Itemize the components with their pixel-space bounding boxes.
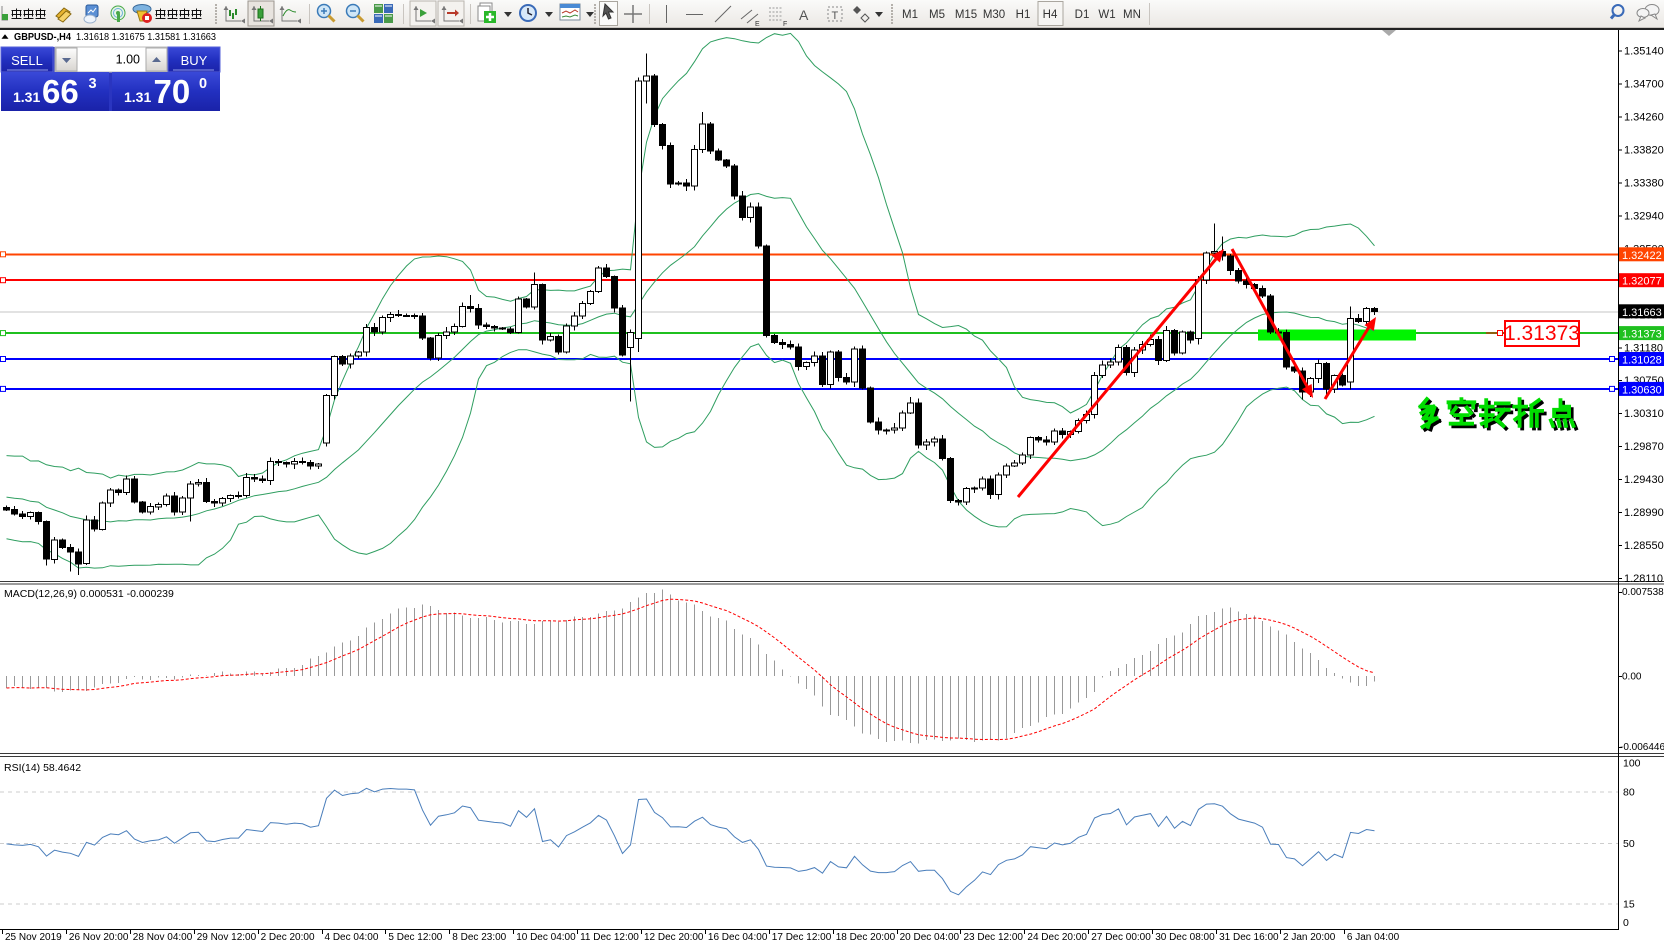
- svg-text:1.28550: 1.28550: [1624, 540, 1664, 552]
- svg-text:15: 15: [1623, 899, 1635, 911]
- svg-text:1.35140: 1.35140: [1624, 45, 1664, 57]
- svg-text:1.34700: 1.34700: [1624, 78, 1664, 90]
- svg-text:1.31180: 1.31180: [1624, 343, 1663, 355]
- svg-text:1.33380: 1.33380: [1624, 177, 1664, 189]
- svg-text:1.30310: 1.30310: [1624, 408, 1664, 420]
- svg-text:100: 100: [1623, 758, 1641, 770]
- svg-text:-0.006446: -0.006446: [1620, 742, 1664, 753]
- svg-text:0.007538: 0.007538: [1622, 587, 1664, 598]
- svg-text:1.31373: 1.31373: [1622, 329, 1662, 341]
- svg-text:A: A: [799, 7, 809, 23]
- svg-text:1.33820: 1.33820: [1624, 144, 1664, 156]
- svg-text:1.31028: 1.31028: [1622, 355, 1662, 367]
- svg-text:70: 70: [154, 73, 191, 110]
- svg-text:3: 3: [89, 76, 97, 92]
- svg-text:MACD(12,26,9) 0.000531 -0.0002: MACD(12,26,9) 0.000531 -0.000239: [4, 588, 174, 600]
- svg-text:20 Dec 04:00: 20 Dec 04:00: [900, 932, 960, 943]
- svg-text:1.30630: 1.30630: [1622, 384, 1662, 396]
- svg-text:30 Dec 08:00: 30 Dec 08:00: [1155, 932, 1215, 943]
- svg-text:E: E: [755, 21, 760, 28]
- svg-text:0: 0: [199, 76, 207, 92]
- svg-text:H4: H4: [1043, 9, 1058, 21]
- svg-text:1.31663: 1.31663: [1622, 307, 1662, 319]
- svg-text:1.32422: 1.32422: [1622, 250, 1662, 262]
- svg-text:F: F: [783, 21, 787, 28]
- svg-text:27 Dec 00:00: 27 Dec 00:00: [1091, 932, 1151, 943]
- svg-text:1.31618 1.31675 1.31581 1.3166: 1.31618 1.31675 1.31581 1.31663: [76, 32, 216, 43]
- svg-text:1.29430: 1.29430: [1624, 474, 1664, 486]
- svg-text:1.00: 1.00: [116, 53, 140, 67]
- svg-text:80: 80: [1623, 787, 1635, 799]
- svg-text:1.31: 1.31: [124, 89, 151, 105]
- svg-text:M15: M15: [955, 9, 977, 21]
- svg-text:17 Dec 12:00: 17 Dec 12:00: [772, 932, 832, 943]
- svg-text:M30: M30: [983, 9, 1005, 21]
- svg-text:66: 66: [42, 73, 79, 110]
- svg-text:11 Dec 12:00: 11 Dec 12:00: [580, 932, 639, 943]
- svg-text:RSI(14) 58.4642: RSI(14) 58.4642: [4, 762, 81, 774]
- svg-text:5 Dec 12:00: 5 Dec 12:00: [388, 932, 442, 943]
- svg-text:50: 50: [1623, 838, 1635, 850]
- svg-text:1.32077: 1.32077: [1622, 276, 1662, 288]
- svg-text:10 Dec 04:00: 10 Dec 04:00: [516, 932, 576, 943]
- svg-text:24 Dec 20:00: 24 Dec 20:00: [1027, 932, 1087, 943]
- svg-text:0: 0: [1623, 917, 1629, 929]
- svg-text:2 Dec 20:00: 2 Dec 20:00: [261, 932, 315, 943]
- svg-text:2 Jan 20:00: 2 Jan 20:00: [1283, 932, 1336, 943]
- svg-text:1.32940: 1.32940: [1624, 211, 1664, 223]
- svg-text:12 Dec 20:00: 12 Dec 20:00: [644, 932, 704, 943]
- svg-text:BUY: BUY: [181, 53, 208, 68]
- svg-text:6 Jan 04:00: 6 Jan 04:00: [1347, 932, 1400, 943]
- svg-text:8 Dec 23:00: 8 Dec 23:00: [452, 932, 506, 943]
- svg-text:D1: D1: [1075, 9, 1090, 21]
- svg-text:GBPUSD-,H4: GBPUSD-,H4: [14, 31, 71, 43]
- svg-text:T: T: [832, 10, 839, 22]
- svg-text:0.00: 0.00: [1622, 672, 1642, 683]
- svg-text:1.28110: 1.28110: [1624, 573, 1663, 585]
- svg-text:MN: MN: [1123, 9, 1141, 21]
- svg-text:M1: M1: [902, 9, 918, 21]
- svg-text:25 Nov 2019: 25 Nov 2019: [5, 932, 62, 943]
- svg-text:31 Dec 16:00: 31 Dec 16:00: [1219, 932, 1279, 943]
- svg-text:4 Dec 04:00: 4 Dec 04:00: [325, 932, 379, 943]
- svg-text:26 Nov 20:00: 26 Nov 20:00: [69, 932, 129, 943]
- svg-text:1.28990: 1.28990: [1624, 507, 1664, 519]
- svg-text:28 Nov 04:00: 28 Nov 04:00: [133, 932, 193, 943]
- svg-text:18 Dec 20:00: 18 Dec 20:00: [836, 932, 896, 943]
- svg-text:29 Nov 12:00: 29 Nov 12:00: [197, 932, 257, 943]
- svg-text:1.34260: 1.34260: [1624, 111, 1664, 123]
- svg-text:23 Dec 12:00: 23 Dec 12:00: [964, 932, 1024, 943]
- svg-text:SELL: SELL: [11, 53, 43, 68]
- svg-text:H1: H1: [1016, 9, 1031, 21]
- svg-text:16 Dec 04:00: 16 Dec 04:00: [708, 932, 768, 943]
- svg-text:1.31: 1.31: [13, 89, 40, 105]
- svg-text:W1: W1: [1098, 9, 1115, 21]
- svg-text:1.29870: 1.29870: [1624, 441, 1664, 453]
- svg-text:M5: M5: [929, 9, 945, 21]
- svg-text:1.31373: 1.31373: [1504, 322, 1580, 345]
